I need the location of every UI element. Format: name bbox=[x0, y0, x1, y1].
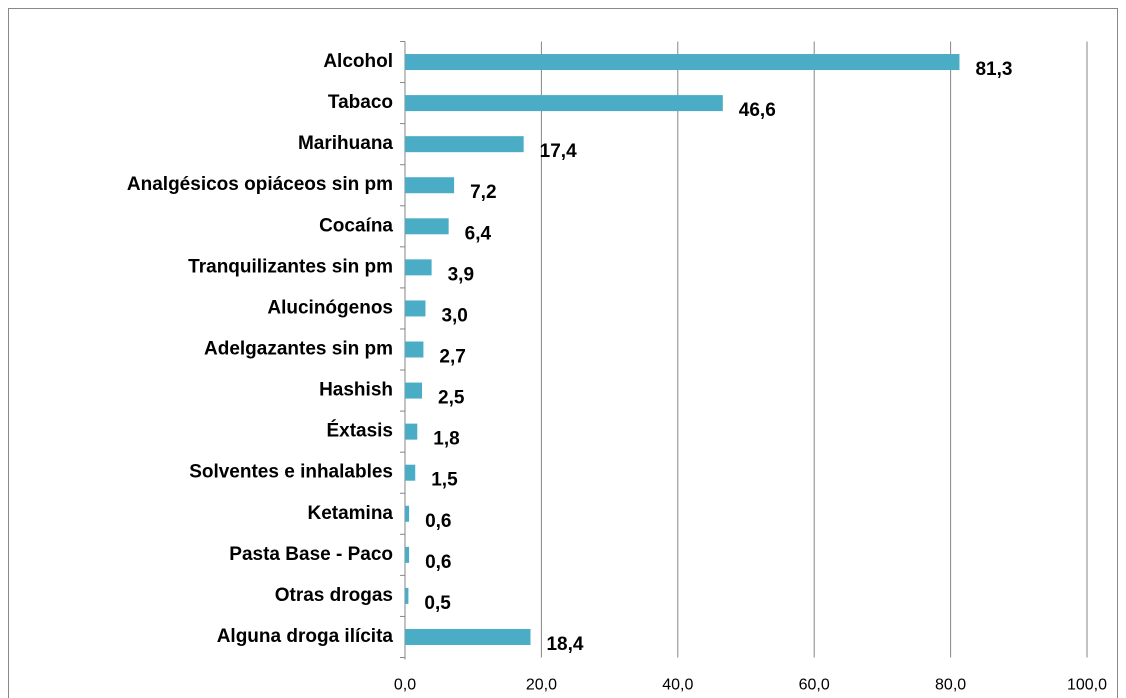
data-label: 3,0 bbox=[441, 305, 467, 326]
bar bbox=[405, 136, 524, 153]
data-label: 18,4 bbox=[546, 634, 583, 655]
bar bbox=[405, 259, 432, 276]
y-tick-label: Alucinógenos bbox=[267, 297, 393, 318]
y-tick-label: Marihuana bbox=[298, 133, 393, 154]
bar bbox=[405, 177, 455, 194]
data-label: 3,9 bbox=[448, 264, 474, 285]
bar bbox=[405, 587, 409, 604]
y-tick-label: Otras drogas bbox=[275, 585, 393, 606]
data-label: 17,4 bbox=[540, 141, 577, 162]
y-tick-label: Ketamina bbox=[307, 503, 393, 524]
data-label: 2,7 bbox=[439, 347, 465, 368]
y-tick-label: Tranquilizantes sin pm bbox=[188, 256, 393, 277]
y-tick-label: Cocaína bbox=[319, 215, 393, 236]
y-tick-label: Adelgazantes sin pm bbox=[204, 339, 393, 360]
x-tick-label: 80,0 bbox=[935, 677, 966, 694]
x-tick-label: 40,0 bbox=[662, 677, 693, 694]
x-tick-label: 0,0 bbox=[394, 677, 416, 694]
bar bbox=[405, 382, 423, 399]
x-tick-label: 60,0 bbox=[799, 677, 830, 694]
data-label: 0,5 bbox=[424, 593, 451, 614]
data-label: 1,8 bbox=[433, 429, 459, 450]
bar bbox=[405, 505, 410, 522]
y-tick-label: Tabaco bbox=[328, 92, 393, 113]
bar bbox=[405, 423, 418, 440]
bar bbox=[405, 300, 426, 317]
bar bbox=[405, 95, 723, 112]
y-tick-label: Pasta Base - Paco bbox=[229, 544, 393, 565]
data-label: 81,3 bbox=[975, 59, 1012, 80]
bar bbox=[405, 341, 424, 358]
x-tick-label: 20,0 bbox=[526, 677, 557, 694]
bar bbox=[405, 54, 960, 71]
x-tick-label: 100,0 bbox=[1067, 677, 1107, 694]
bar bbox=[405, 628, 531, 645]
data-label: 7,2 bbox=[470, 182, 496, 203]
chart-border bbox=[8, 8, 1118, 698]
data-label: 2,5 bbox=[438, 388, 465, 409]
data-label: 6,4 bbox=[465, 223, 492, 244]
data-label: 0,6 bbox=[425, 552, 451, 573]
y-tick-label: Alguna droga ilícita bbox=[217, 626, 394, 647]
bar bbox=[405, 218, 449, 235]
data-label: 0,6 bbox=[425, 511, 451, 532]
bar bbox=[405, 464, 416, 481]
data-label: 1,5 bbox=[431, 470, 458, 491]
y-tick-label: Solventes e inhalables bbox=[189, 462, 393, 483]
bar bbox=[405, 546, 410, 563]
y-tick-label: Analgésicos opiáceos sin pm bbox=[127, 174, 393, 195]
y-tick-label: Éxtasis bbox=[326, 420, 393, 442]
data-label: 46,6 bbox=[739, 100, 776, 121]
y-tick-label: Hashish bbox=[319, 380, 393, 401]
y-tick-label: Alcohol bbox=[323, 51, 393, 72]
